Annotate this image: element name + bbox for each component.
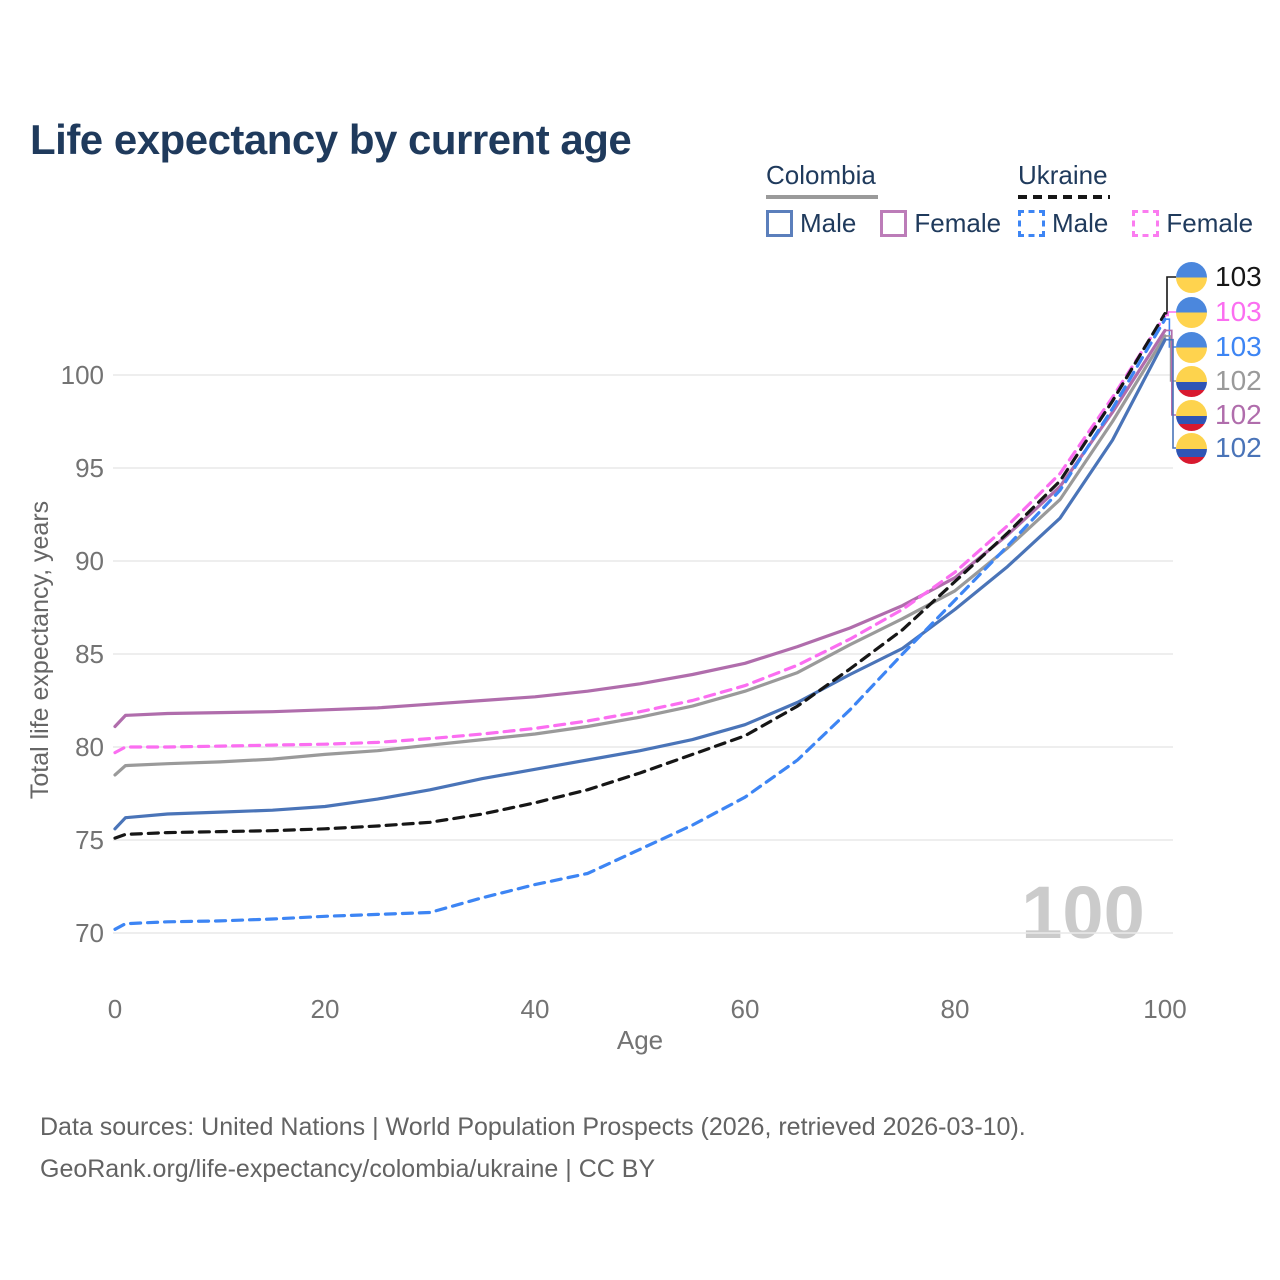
x-tick-40: 40: [521, 994, 550, 1024]
series-line-ukraine-male[interactable]: [113, 317, 1167, 931]
legend-group-colombia: Colombia Male Female: [766, 160, 1001, 239]
source-note-line2: GeoRank.org/life-expectancy/colombia/ukr…: [40, 1155, 656, 1183]
legend-item-label: Male: [1052, 208, 1109, 238]
endpoint-value: 103: [1215, 296, 1262, 327]
legend-item-ukraine-male[interactable]: Male: [1018, 208, 1108, 239]
watermark-age-counter: 100: [1021, 871, 1144, 954]
endpoint-value: 102: [1215, 365, 1262, 396]
endpoint-label-ukraine-overall: 103: [1176, 260, 1262, 294]
colombia-female-swatch-icon: [880, 210, 908, 237]
endpoint-connector: [1165, 311, 1176, 317]
legend-item-label: Male: [800, 208, 857, 238]
legend-group-colombia-title: Colombia: [766, 160, 876, 190]
legend-item-ukraine-female[interactable]: Female: [1132, 208, 1253, 239]
ukraine-flag-icon: [1176, 261, 1207, 293]
ukraine-female-swatch-icon: [1132, 210, 1160, 237]
x-tick-100: 100: [1143, 994, 1186, 1024]
endpoint-label-colombia-male: 102: [1176, 431, 1262, 465]
legend-item-colombia-female[interactable]: Female: [880, 208, 1001, 239]
chart-canvas: 100 70 75 80 85 90 95 100 0 20 40 60 80 100 Age Total l…: [26, 276, 1187, 1055]
series-line-ukraine[interactable]: [113, 312, 1167, 840]
legend-item-colombia-male[interactable]: Male: [766, 208, 856, 239]
endpoint-connector: [1165, 276, 1176, 315]
y-tick-95: 95: [75, 453, 104, 483]
y-tick-80: 80: [75, 732, 104, 762]
y-tick-70: 70: [75, 918, 104, 948]
legend-colombia-line-style: [766, 195, 878, 199]
endpoint-label-ukraine-female: 103: [1176, 295, 1262, 329]
colombia-flag-icon: [1176, 432, 1207, 464]
source-note: Data sources: United Nations | World Pop…: [40, 1106, 1026, 1190]
legend: Colombia Male Female Ukraine Male: [0, 0, 1280, 250]
endpoint-label-ukraine-male: 103: [1176, 330, 1262, 364]
endpoint-value: 103: [1215, 331, 1262, 362]
legend-group-ukraine-title: Ukraine: [1018, 160, 1108, 190]
ukraine-flag-icon: [1176, 296, 1207, 328]
colombia-flag-icon: [1176, 365, 1207, 397]
endpoint-value: 102: [1215, 399, 1262, 430]
legend-ukraine-line-style: [1018, 195, 1110, 199]
x-tick-80: 80: [941, 994, 970, 1024]
y-tick-85: 85: [75, 639, 104, 669]
source-note-line1: Data sources: United Nations | World Pop…: [40, 1113, 1026, 1141]
series-line-colombia[interactable]: [113, 334, 1167, 777]
legend-group-ukraine: Ukraine Male Female: [1018, 160, 1253, 239]
x-axis-title: Age: [617, 1025, 663, 1055]
colombia-male-swatch-icon: [766, 210, 793, 237]
endpoint-connector: [1165, 329, 1176, 416]
x-tick-20: 20: [311, 994, 340, 1024]
y-tick-75: 75: [75, 825, 104, 855]
endpoint-label-colombia-female: 102: [1176, 398, 1262, 432]
endpoint-value: 102: [1215, 432, 1262, 463]
series-line-ukraine-female[interactable]: [113, 313, 1167, 755]
endpoint-connector: [1165, 338, 1176, 449]
y-tick-90: 90: [75, 546, 104, 576]
legend-item-label: Female: [1166, 208, 1254, 238]
series-line-colombia-female[interactable]: [113, 328, 1167, 729]
colombia-flag-icon: [1176, 399, 1207, 431]
y-axis-title: Total life expectancy, years: [26, 501, 54, 799]
ukraine-flag-icon: [1176, 331, 1207, 363]
endpoint-label-colombia-overall: 102: [1176, 364, 1262, 398]
y-tick-100: 100: [61, 360, 104, 390]
legend-item-label: Female: [914, 208, 1002, 238]
ukraine-male-swatch-icon: [1018, 210, 1045, 237]
endpoint-value: 103: [1215, 261, 1262, 292]
x-tick-0: 0: [108, 994, 122, 1024]
series-line-colombia-male[interactable]: [113, 338, 1167, 831]
x-tick-60: 60: [731, 994, 760, 1024]
page-title: Life expectancy by current age: [30, 116, 632, 164]
